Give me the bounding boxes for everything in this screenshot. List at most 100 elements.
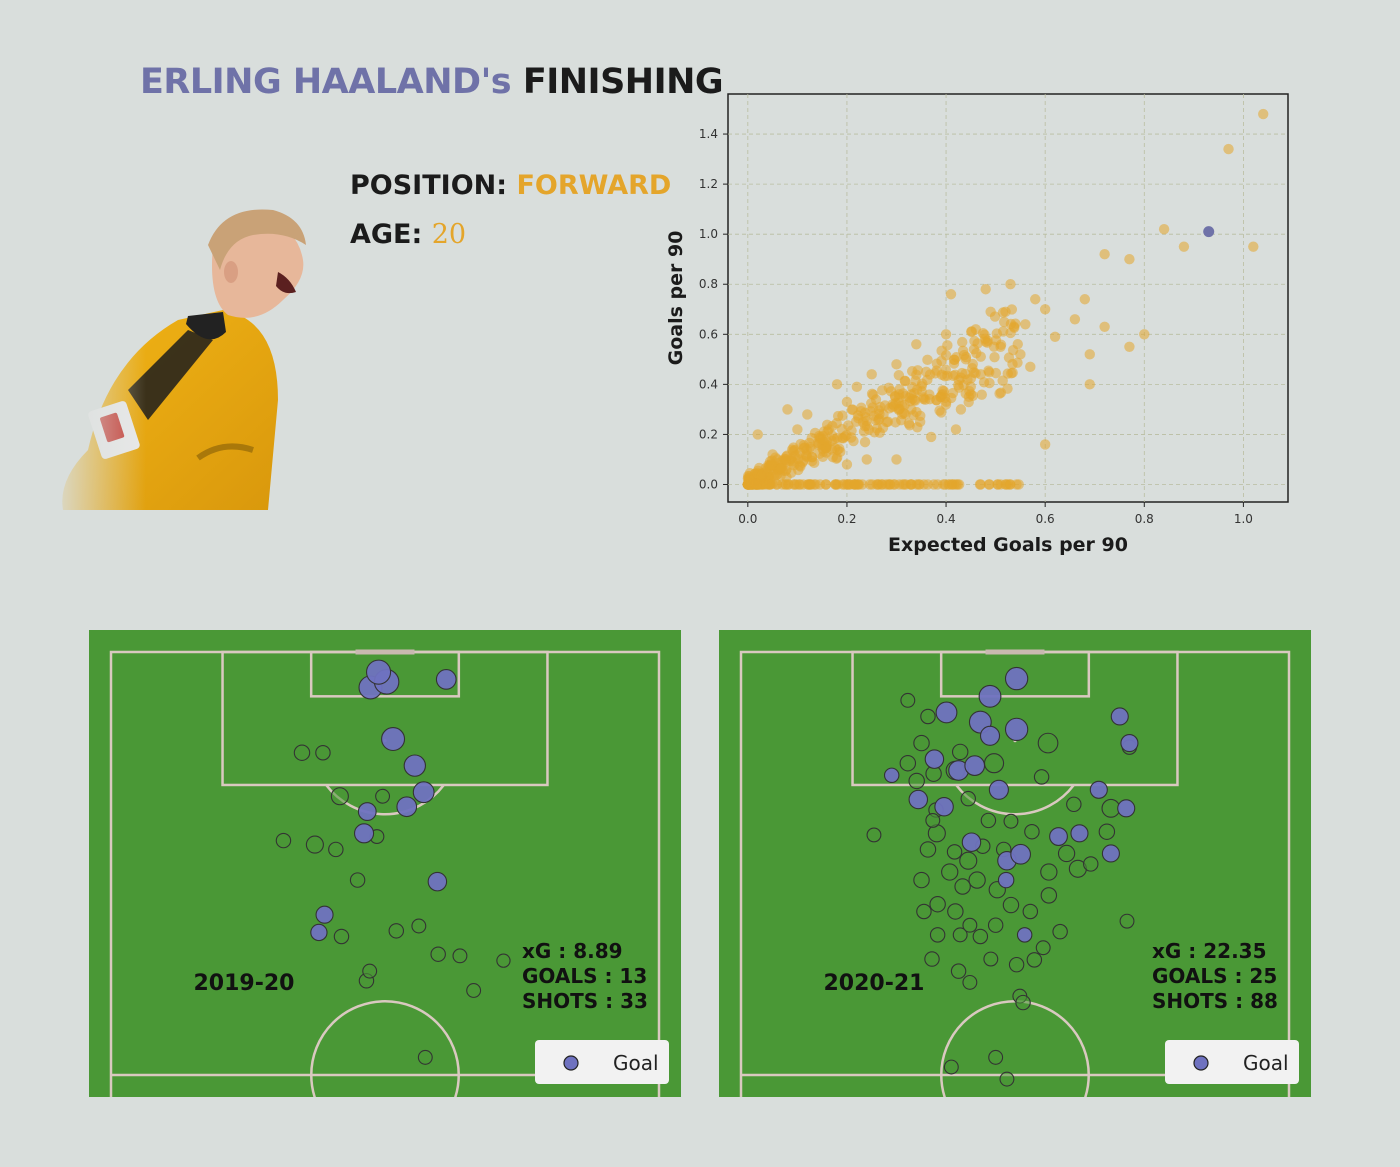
missed-shot [959,851,978,870]
scatter-point [859,436,871,448]
scatter-point [1039,439,1051,450]
age-value: 20 [431,219,467,250]
missed-shot [908,772,925,790]
scatter-point [980,336,991,348]
scatter-point [866,388,878,400]
age-label: AGE: [350,219,423,250]
goal-shot [1016,927,1033,943]
page-title: ERLING HAALAND's FINISHING [140,62,724,102]
stat-line: xG : 8.89 [522,939,623,963]
scatter-point [851,381,863,393]
goal-shot [1101,844,1120,863]
scatter-point [970,324,981,335]
x-tick-label: 0.4 [937,512,956,526]
goal-shot [997,871,1015,889]
scatter-point [866,398,877,409]
goal-shot [978,684,1002,708]
stat-line: xG : 22.35 [1152,939,1267,963]
scatter-point [857,417,869,428]
scatter-point [830,479,841,490]
scatter-point [940,399,952,410]
scatter-point [861,454,872,465]
missed-shot [375,788,391,804]
missed-shot [1035,940,1051,956]
xg-scatter-chart: 0.0 0.2 0.4 0.6 0.8 1.0 0.0 0.2 0.4 0.6 0.8 1.0 1.2 1… [665,93,1289,556]
missed-shot [293,744,311,761]
scatter-point [866,369,877,380]
legend-label: Goal [613,1051,659,1075]
scatter-point [955,404,967,415]
player-photo [48,200,328,520]
scatter-point [1158,223,1170,235]
scatter-point [792,424,803,435]
pitch-markings [89,630,681,1097]
scatter-point [1030,294,1041,305]
missed-shot [983,753,1005,774]
scatter-point [771,479,783,490]
scatter-point [936,407,947,418]
missed-shot [1057,844,1076,863]
age-line: AGE: 20 [350,219,466,250]
y-tick-label: 1.4 [699,127,718,141]
missed-shot [362,963,378,979]
scatter-point [960,354,972,365]
scatter-point [827,420,838,432]
missed-shot [305,835,324,854]
scatter-point [928,479,940,490]
missed-shot [913,734,930,752]
x-tick-label: 1.0 [1234,512,1253,526]
season-label: 2019-20 [194,971,295,996]
scatter-point [757,467,769,479]
scatter-point [1099,321,1110,332]
scatter-point [743,477,754,488]
scatter-point [891,359,902,370]
scatter-point [1084,349,1095,360]
missed-shot [1026,952,1043,968]
goal-shot [908,789,929,810]
shots [275,659,511,1065]
scatter-point [1069,314,1081,325]
scatter-point [940,364,951,375]
missed-shot [987,917,1004,933]
missed-shot [929,896,946,913]
missed-shot [929,927,946,943]
goal-shot [381,727,406,752]
stat-line: GOALS : 25 [1152,964,1277,988]
scatter-point [1139,329,1150,340]
scatter-point [900,376,911,387]
scatter-point [766,458,777,470]
x-tick-label: 0.6 [1036,512,1055,526]
scatter-point [980,284,991,295]
scatter-point [831,379,843,390]
goal-shot [1004,717,1029,742]
stat-line: SHOTS : 88 [1152,989,1278,1013]
scatter-point [953,479,965,490]
missed-shot [950,963,967,979]
goal-shot [357,802,377,821]
scatter-point [925,431,937,443]
scatter-point [1099,248,1110,260]
scatter-point [936,345,947,357]
position-label: POSITION: [350,170,508,201]
missed-shot [925,812,941,828]
missed-shot [411,918,427,934]
highlight-point [1203,226,1215,238]
y-tick-label: 0.2 [699,427,718,441]
scatter-point [794,479,806,490]
missed-shot [452,948,468,964]
scatter-point [1006,368,1017,379]
season-label: 2020-21 [824,971,925,996]
scatter-point [841,479,853,490]
scatter-point [751,478,762,489]
scatter-point [888,479,899,490]
goal-shot [1004,666,1029,691]
missed-shot [913,871,930,889]
y-tick-label: 0.0 [699,477,718,491]
goal-shot [435,669,457,690]
missed-shot [1024,823,1040,840]
goal-shot [934,796,954,817]
missed-shot [954,878,971,895]
scatter-point [1084,379,1095,390]
missed-shot [962,917,978,933]
